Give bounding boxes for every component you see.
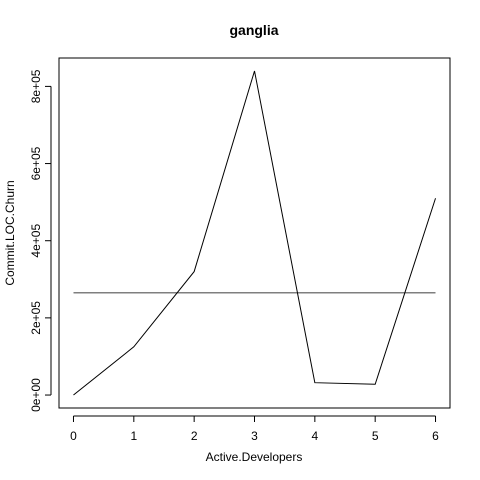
data-point	[72, 394, 75, 397]
x-axis-title: Active.Developers	[206, 450, 303, 464]
data-point	[374, 383, 377, 386]
x-tick-label: 1	[130, 429, 137, 443]
data-point	[253, 69, 256, 72]
y-tick-label: 6e+05	[29, 146, 43, 180]
x-tick-label: 4	[311, 429, 318, 443]
y-tick-label: 2e+05	[29, 301, 43, 335]
plot-frame	[58, 57, 451, 409]
y-tick-label: 4e+05	[29, 224, 43, 258]
y-tick-label: 0e+00	[29, 378, 43, 412]
x-tick-label: 2	[191, 429, 198, 443]
x-tick-label: 3	[251, 429, 258, 443]
data-point	[313, 381, 316, 384]
data-point	[193, 270, 196, 273]
data-point	[132, 345, 135, 348]
y-axis-title: Commit.LOC.Churn	[3, 180, 17, 285]
x-tick-label: 6	[432, 429, 439, 443]
x-tick-label: 5	[372, 429, 379, 443]
data-series-line	[73, 70, 436, 396]
data-point	[434, 197, 437, 200]
x-tick-label: 0	[70, 429, 77, 443]
y-tick-label: 8e+05	[29, 69, 43, 103]
chart-title: ganglia	[229, 22, 278, 38]
